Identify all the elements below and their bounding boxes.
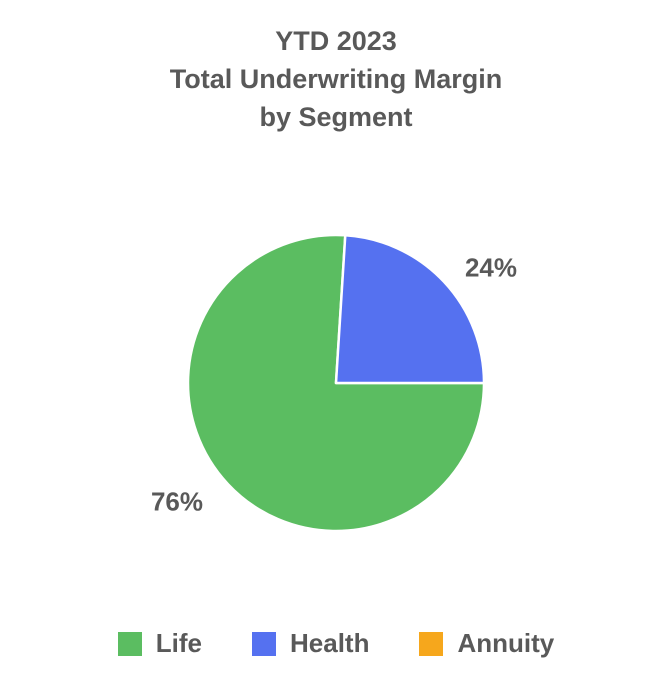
legend-label-life: Life: [155, 628, 202, 658]
legend-swatch-health-icon: [252, 631, 276, 656]
chart-title-line-3: by Segment: [259, 102, 413, 132]
legend: Life Health Annuity: [0, 628, 672, 659]
pie-chart: [186, 233, 486, 533]
legend-swatch-annuity-icon: [419, 631, 444, 656]
legend-label-health: Health: [290, 628, 370, 658]
legend-swatch-life-icon: [117, 631, 142, 656]
legend-item-life: Life: [117, 628, 202, 659]
legend-label-annuity: Annuity: [457, 628, 555, 658]
slice-label-life: 76%: [150, 486, 204, 517]
legend-item-health: Health: [252, 628, 369, 659]
legend-item-annuity: Annuity: [419, 628, 554, 659]
slice-label-health: 24%: [464, 252, 518, 283]
pie-slice-health: [334, 234, 486, 385]
chart-title: YTD 2023 Total Underwriting Margin by Se…: [0, 22, 672, 136]
chart-title-line-1: YTD 2023: [275, 26, 397, 56]
pie-slice-life: [186, 233, 486, 533]
chart-title-line-2: Total Underwriting Margin: [169, 64, 503, 94]
